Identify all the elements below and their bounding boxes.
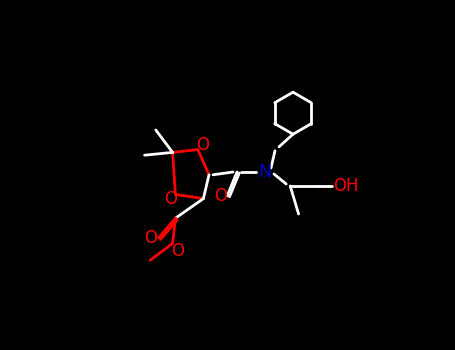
Text: O: O bbox=[164, 190, 177, 208]
Text: OH: OH bbox=[334, 177, 359, 195]
Text: O: O bbox=[196, 135, 209, 154]
Text: O: O bbox=[171, 243, 184, 260]
Text: O: O bbox=[214, 187, 227, 205]
Text: O: O bbox=[144, 229, 157, 247]
Text: N: N bbox=[258, 163, 272, 181]
